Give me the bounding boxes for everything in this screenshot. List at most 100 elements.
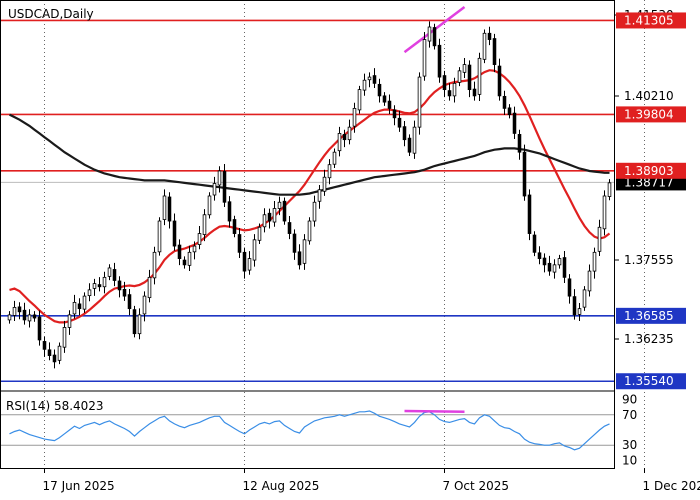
- candle-body: [252, 239, 257, 261]
- candle-body: [462, 64, 467, 73]
- candle-8: [47, 342, 52, 361]
- candle-body: [242, 251, 247, 272]
- candle-62: [317, 185, 322, 209]
- candle-67: [342, 129, 347, 148]
- candle-body: [582, 289, 587, 308]
- candle-body: [447, 90, 452, 97]
- candle-37: [192, 241, 197, 260]
- level-tag-3: [616, 307, 686, 324]
- candle-body: [212, 183, 217, 196]
- candle-body: [592, 251, 597, 272]
- candle-112: [567, 274, 572, 304]
- candle-7: [42, 336, 47, 357]
- candle-41: [212, 176, 217, 201]
- candle-76: [387, 94, 392, 115]
- moving-average-line-0: [9, 69, 611, 324]
- candle-body: [157, 220, 162, 253]
- level-tag-label-4: 1.35540: [624, 374, 674, 388]
- candle-27: [142, 291, 147, 322]
- candle-101: [512, 106, 517, 140]
- candle-45: [232, 215, 237, 238]
- level-tag-label-1: 1.39804: [624, 107, 674, 121]
- candle-97: [492, 33, 497, 73]
- candle-5: [32, 311, 37, 322]
- candle-body: [117, 280, 122, 291]
- candle-body: [82, 295, 87, 310]
- candle-50: [257, 223, 262, 245]
- candle-body: [22, 309, 27, 321]
- candle-body: [352, 107, 357, 127]
- candle-105: [532, 231, 537, 257]
- candle-body: [357, 89, 362, 111]
- candle-body: [392, 109, 397, 119]
- candle-83: [422, 32, 427, 81]
- candle-42: [217, 166, 222, 193]
- rsi-label: RSI(14) 58.4023: [6, 399, 104, 413]
- candle-102: [517, 129, 522, 160]
- candle-body: [7, 314, 12, 321]
- candle-body: [32, 314, 37, 319]
- candle-body: [437, 44, 442, 78]
- candle-64: [327, 159, 332, 185]
- candle-body: [467, 64, 472, 91]
- candle-body: [102, 276, 107, 288]
- candle-117: [592, 247, 597, 279]
- candle-body: [162, 195, 167, 220]
- candle-body: [362, 79, 367, 91]
- candle-body: [232, 219, 237, 234]
- candle-20: [107, 264, 112, 281]
- candle-120: [607, 179, 612, 201]
- candle-26: [137, 308, 142, 340]
- candle-body: [312, 201, 317, 222]
- candle-body: [502, 95, 507, 109]
- price-tick-label-1: 1.40210: [624, 89, 674, 103]
- candle-body: [537, 252, 542, 259]
- candle-28: [147, 269, 152, 303]
- candle-34: [177, 239, 182, 266]
- candle-44: [227, 196, 232, 228]
- candle-118: [597, 219, 602, 257]
- rsi-line: [9, 410, 610, 451]
- candle-body: [587, 270, 592, 292]
- candle-11: [62, 320, 67, 353]
- candle-74: [377, 78, 382, 103]
- candle-35: [182, 256, 187, 269]
- candle-107: [542, 253, 547, 273]
- candle-56: [287, 215, 292, 240]
- candle-body: [167, 196, 172, 222]
- candle-40: [207, 192, 212, 219]
- current-price-tag-label: 1.38717: [624, 175, 674, 189]
- candle-body: [122, 288, 127, 297]
- symbol-label: USDCAD,Daily: [8, 7, 94, 21]
- candle-75: [382, 92, 387, 106]
- candle-body: [542, 257, 547, 266]
- candle-body: [562, 257, 567, 278]
- candle-2: [17, 302, 22, 320]
- candle-body: [402, 126, 407, 141]
- rsi-tick-label-1: 70: [622, 408, 637, 422]
- candle-body: [217, 170, 222, 186]
- frame-border: [0, 0, 615, 469]
- candle-16: [87, 283, 92, 302]
- candle-63: [322, 169, 327, 196]
- candle-80: [407, 134, 412, 156]
- candle-body: [52, 354, 57, 363]
- candle-53: [272, 201, 277, 227]
- candle-31: [162, 189, 167, 226]
- candle-body: [317, 189, 322, 202]
- candle-body: [172, 220, 177, 247]
- candle-54: [277, 196, 282, 216]
- candle-111: [562, 251, 567, 283]
- level-tag-label-0: 1.41305: [624, 13, 674, 27]
- candle-body: [497, 65, 502, 97]
- candle-body: [327, 164, 332, 179]
- candle-82: [417, 72, 422, 135]
- candle-body: [132, 309, 137, 335]
- candle-60: [307, 217, 312, 245]
- candle-22: [117, 276, 122, 298]
- candle-91: [462, 58, 467, 78]
- candle-32: [167, 192, 172, 229]
- candle-body: [552, 264, 557, 273]
- candle-body: [92, 283, 97, 289]
- candle-48: [247, 251, 252, 275]
